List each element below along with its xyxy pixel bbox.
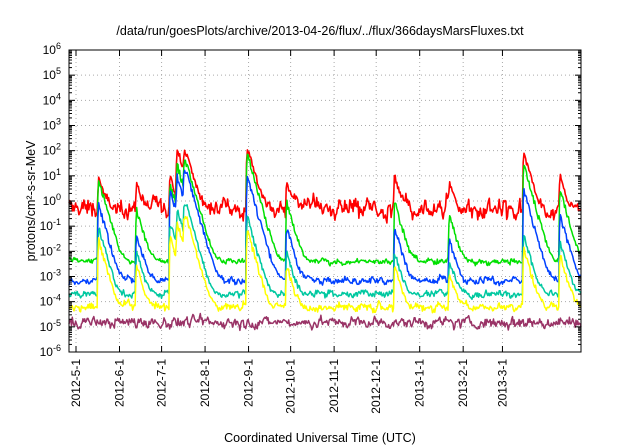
series-line-red: [68, 149, 582, 224]
x-tick-label: 2012-12-1: [369, 359, 383, 414]
series-line-blue: [68, 169, 582, 287]
x-tick-label: 2013-2-1: [456, 359, 470, 407]
x-tick-label: 2013-3-1: [495, 359, 509, 407]
x-tick-label: 2012-7-1: [155, 359, 169, 407]
y-tick-label: 10-3: [40, 268, 61, 284]
y-tick-label: 101: [43, 167, 61, 183]
axis-ticks: [69, 49, 581, 353]
x-axis-label: Coordinated Universal Time (UTC): [224, 431, 416, 445]
y-tick-label: 10-2: [40, 242, 61, 258]
x-tick-label: 2012-5-1: [69, 359, 83, 407]
y-tick-label: 106: [43, 41, 61, 57]
x-tick-label: 2012-6-1: [112, 359, 126, 407]
y-tick-label: 10-1: [40, 217, 61, 233]
grid-lines: [69, 50, 581, 352]
series-line-white: [68, 191, 582, 279]
series-line-yellow: [68, 215, 582, 314]
series-lines: [68, 149, 582, 332]
y-tick-label: 10-5: [40, 318, 61, 334]
series-line-teal: [68, 204, 582, 301]
y-tick-label: 105: [43, 66, 61, 82]
x-tick-labels: 2012-5-1 2012-6-1 2012-7-1 2012-8-1 2012-9-1…: [69, 359, 509, 414]
x-tick-label: 2013-1-1: [413, 359, 427, 407]
y-axis-label: protons/cm²-s-sr-MeV: [24, 140, 38, 262]
y-tick-label: 103: [43, 117, 61, 133]
y-tick-labels: 10-6 10-5 10-4 10-3 10-2 10-1 100 101 102 103 104 1…: [40, 41, 61, 359]
x-tick-label: 2012-11-1: [327, 359, 341, 413]
x-tick-label: 2012-10-1: [284, 359, 298, 414]
x-tick-label: 2012-8-1: [198, 359, 212, 407]
y-tick-label: 10-4: [40, 293, 61, 309]
y-tick-label: 10-6: [40, 343, 61, 359]
series-line-purple: [68, 312, 582, 332]
y-tick-label: 102: [43, 142, 61, 158]
series-line-green: [68, 153, 582, 267]
x-tick-label: 2012-9-1: [242, 359, 256, 407]
y-tick-label: 100: [43, 192, 61, 208]
y-tick-label: 104: [43, 91, 61, 107]
chart-title: /data/run/goesPlots/archive/2013-04-26/f…: [116, 24, 524, 38]
